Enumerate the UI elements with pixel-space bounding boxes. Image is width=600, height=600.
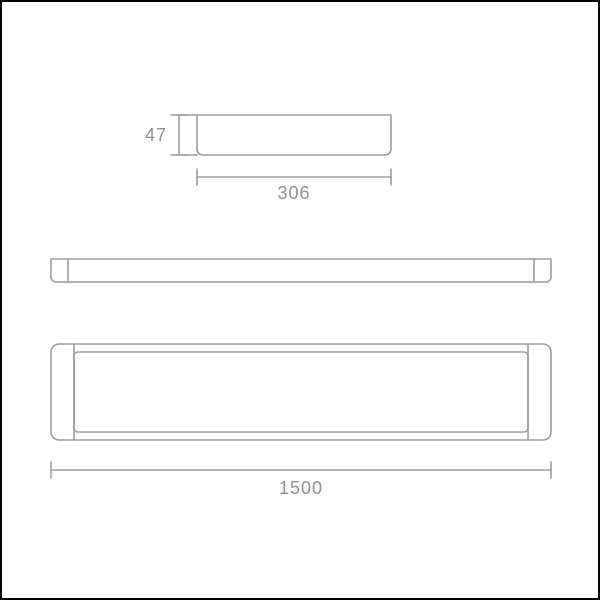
dim-value-end-width: 306 xyxy=(277,183,310,203)
top-view-inner xyxy=(74,352,528,432)
side-view xyxy=(51,259,551,282)
end-view xyxy=(197,115,391,155)
top-view-outer xyxy=(51,344,551,440)
dim-value-length: 1500 xyxy=(279,478,323,498)
technical-drawing: 47 306 1500 xyxy=(2,2,598,598)
drawing-frame: 47 306 1500 xyxy=(0,0,600,600)
dim-value-height: 47 xyxy=(145,125,167,145)
